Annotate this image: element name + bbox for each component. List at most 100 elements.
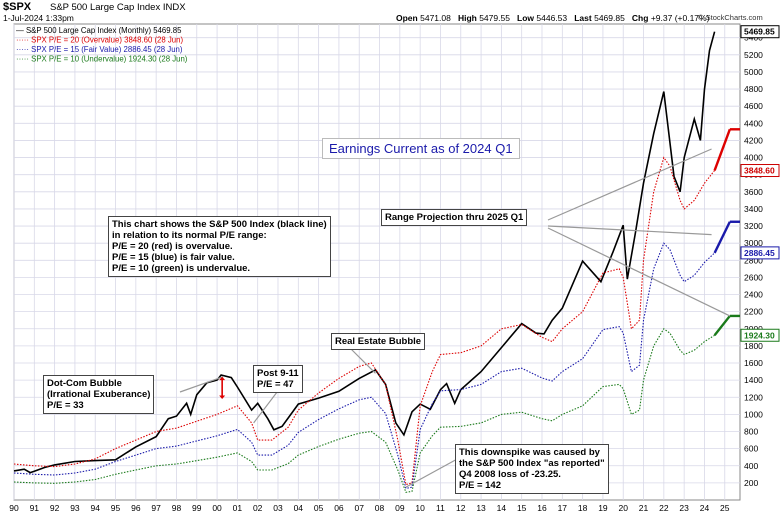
x-tick-label: 92: [50, 503, 60, 513]
x-tick-label: 03: [273, 503, 283, 513]
x-tick-label: 07: [354, 503, 364, 513]
x-tick-label: 93: [70, 503, 80, 513]
last-label: Last: [574, 13, 592, 23]
x-tick-label: 05: [314, 503, 324, 513]
y-tick-label: 4800: [744, 84, 763, 94]
x-tick-label: 10: [415, 503, 425, 513]
x-tick-label: 90: [9, 503, 19, 513]
x-tick-label: 19: [598, 503, 608, 513]
x-tick-label: 97: [151, 503, 161, 513]
low-value: 5446.53: [536, 13, 568, 23]
title-annotation: Earnings Current as of 2024 Q1: [322, 138, 520, 159]
y-tick-label: 4400: [744, 118, 763, 128]
x-tick-label: 99: [192, 503, 202, 513]
annotation-leader: [349, 347, 376, 374]
price-tag-box: [740, 328, 780, 342]
quote-stats: Open 5471.08 High 5479.55 Low 5446.53 La…: [396, 13, 709, 23]
overvalue-line: [13, 156, 716, 486]
y-tick-label: 3200: [744, 221, 763, 231]
price-tag-label: 2886.45: [744, 248, 775, 258]
x-tick-label: 01: [233, 503, 243, 513]
chart-date: 1-Jul-2024 1:33pm: [3, 13, 74, 23]
x-tick-label: 14: [497, 503, 507, 513]
y-tick-label: 2600: [744, 272, 763, 282]
undervalue-line: [13, 328, 715, 493]
y-tick-label: 5000: [744, 67, 763, 77]
legend-item: — S&P 500 Large Cap Index (Monthly) 5469…: [16, 26, 182, 35]
y-tick-label: 3600: [744, 187, 763, 197]
price-tag-box: [740, 246, 780, 260]
chart-symbol: $SPX: [3, 1, 32, 13]
y-tick-label: 200: [744, 478, 758, 488]
price-tag-label: 1924.30: [744, 330, 775, 340]
x-tick-label: 96: [131, 503, 141, 513]
x-tick-label: 08: [375, 503, 385, 513]
annotation-leader: [547, 227, 731, 317]
legend-item: ····· SPX P/E = 15 (Fair Value) 2886.45 …: [16, 45, 183, 54]
y-tick-label: 800: [744, 427, 758, 437]
y-tick-label: 1200: [744, 392, 763, 402]
price-tag-label: 3848.60: [744, 166, 775, 176]
x-tick-label: 18: [578, 503, 588, 513]
y-tick-label: 4000: [744, 153, 763, 163]
chart-source: © StockCharts.com: [698, 13, 763, 22]
x-tick-label: 98: [172, 503, 182, 513]
annotation-leader: [547, 225, 712, 236]
fairvalue-line: [13, 242, 715, 490]
x-tick-label: 06: [334, 503, 344, 513]
x-tick-label: 17: [558, 503, 568, 513]
y-tick-label: 1800: [744, 341, 763, 351]
downspike-annotation: This downspike was caused by the S&P 500…: [455, 444, 609, 494]
x-tick-label: 95: [111, 503, 121, 513]
projection-line: [713, 315, 731, 337]
chart-header: $SPX S&P 500 Large Cap Index INDX 1-Jul-…: [0, 0, 780, 24]
x-tick-label: 20: [618, 503, 628, 513]
legend-item: ····· SPX P/E = 10 (Undervalue) 1924.30 …: [16, 55, 188, 64]
x-tick-label: 94: [90, 503, 100, 513]
y-tick-label: 2400: [744, 290, 763, 300]
y-tick-label: 4200: [744, 135, 763, 145]
annotation-leader: [179, 376, 224, 393]
x-tick-label: 24: [700, 503, 710, 513]
y-tick-label: 400: [744, 461, 758, 471]
range-annotation: Range Projection thru 2025 Q1: [381, 209, 528, 226]
y-tick-label: 1400: [744, 375, 763, 385]
realestate-annotation: Real Estate Bubble: [331, 333, 426, 350]
chg-label: Chg: [631, 13, 649, 23]
y-tick-label: 1600: [744, 358, 763, 368]
x-tick-label: 00: [212, 503, 222, 513]
last-value: 5469.85: [594, 13, 625, 23]
y-tick-label: 5200: [744, 50, 763, 60]
x-tick-label: 11: [436, 503, 445, 513]
projection-line: [713, 128, 731, 171]
pe-gap-arrowhead-down: [219, 395, 226, 399]
open-value: 5471.08: [420, 13, 451, 23]
x-tick-label: 15: [517, 503, 527, 513]
chg-value: +9.37 (+0.17%): [650, 13, 710, 23]
y-tick-label: 600: [744, 444, 758, 454]
x-tick-label: 02: [253, 503, 263, 513]
x-tick-label: 13: [476, 503, 486, 513]
projection-line: [713, 221, 731, 254]
chart-name: S&P 500 Large Cap Index INDX: [50, 2, 186, 13]
price-tag-box: [740, 25, 780, 39]
price-tag-label: 5469.85: [744, 27, 775, 37]
y-tick-label: 4600: [744, 101, 763, 111]
high-value: 5479.55: [479, 13, 510, 23]
y-tick-label: 3400: [744, 204, 763, 214]
y-tick-label: 2200: [744, 307, 763, 317]
y-tick-label: 1000: [744, 409, 763, 419]
y-tick-label: 2800: [744, 255, 763, 265]
y-tick-label: 3000: [744, 238, 763, 248]
price-tag-box: [740, 164, 780, 178]
x-tick-label: 09: [395, 503, 405, 513]
dotcom-annotation: Dot-Com Bubble (Irrational Exuberance) P…: [43, 375, 155, 414]
x-tick-label: 12: [456, 503, 466, 513]
x-tick-label: 25: [720, 503, 730, 513]
x-tick-label: 21: [639, 503, 649, 513]
post911-annotation: Post 9-11 P/E = 47: [253, 365, 303, 393]
x-tick-label: 91: [30, 503, 40, 513]
high-label: High: [457, 13, 477, 23]
explain-annotation: This chart shows the S&P 500 Index (blac…: [108, 216, 331, 277]
x-tick-label: 23: [679, 503, 689, 513]
